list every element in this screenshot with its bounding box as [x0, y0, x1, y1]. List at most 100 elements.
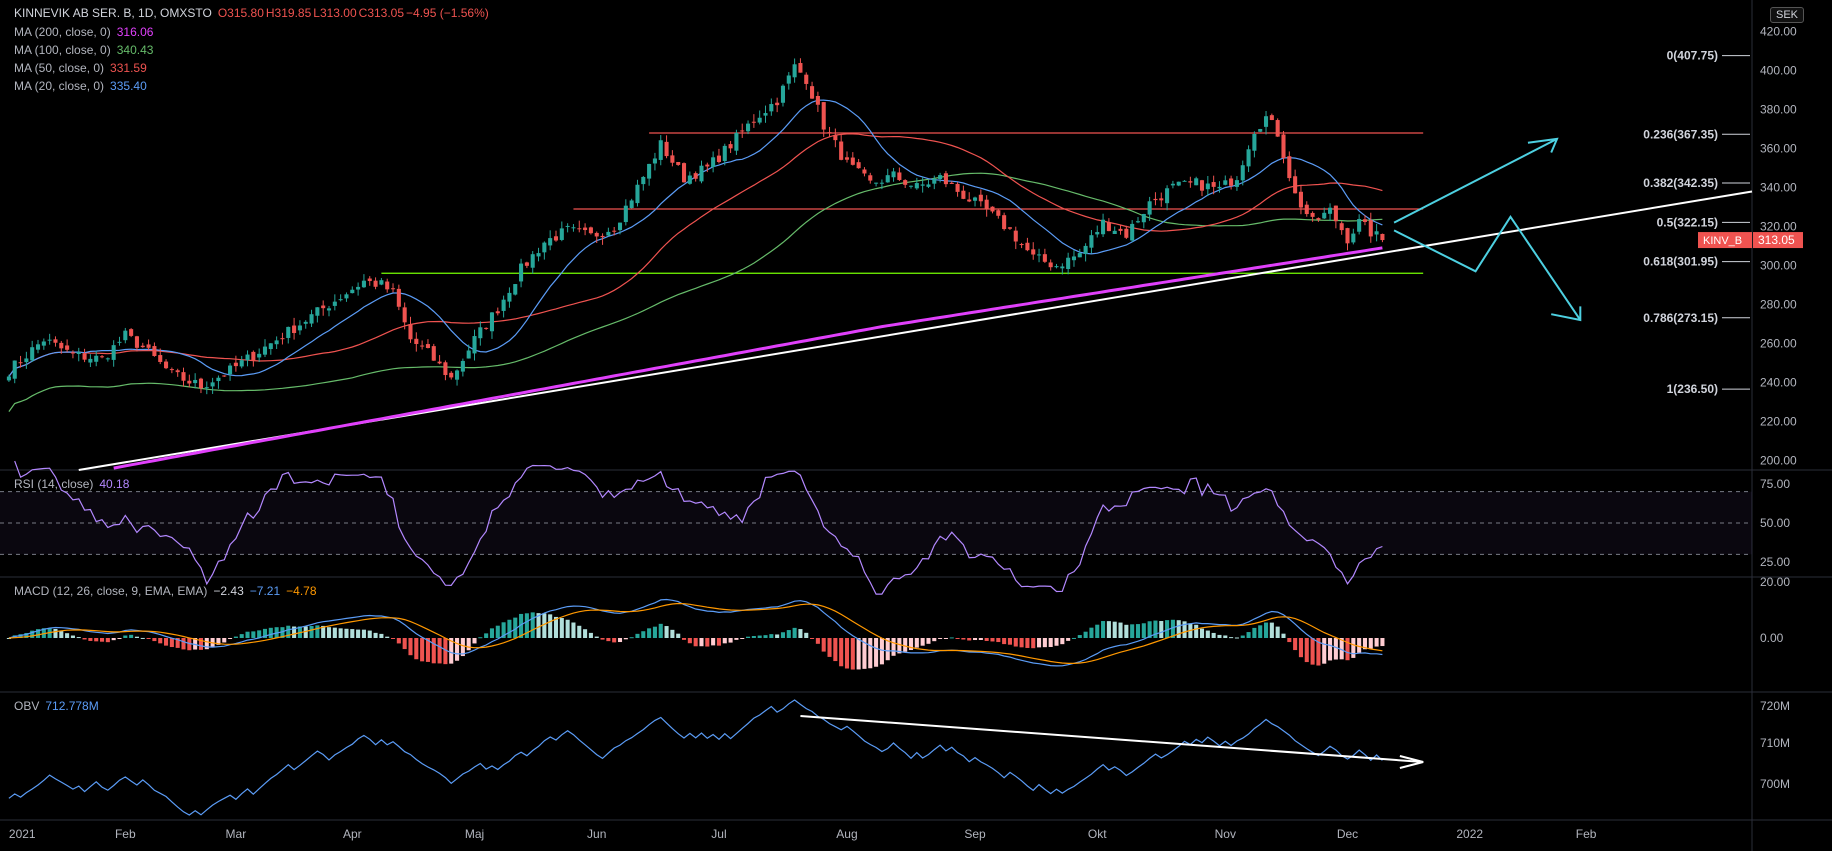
obv-arrow-head: [1399, 755, 1424, 769]
obv-label: OBV: [14, 699, 40, 713]
candle-body: [635, 184, 640, 204]
price-tick-label: 300.00: [1760, 258, 1797, 272]
macd-histogram-bar: [972, 638, 978, 641]
candle-body: [1199, 180, 1205, 191]
price-tick-label: 320.00: [1760, 220, 1797, 234]
candle-body: [169, 369, 174, 371]
candle-body: [495, 311, 500, 314]
candle-body: [874, 182, 879, 184]
candle-body: [396, 288, 401, 307]
candle-body: [629, 200, 634, 209]
candle-body: [390, 288, 396, 290]
macd-histogram-bar: [1182, 621, 1187, 638]
macd-histogram-bar: [390, 638, 396, 639]
macd-histogram-bar: [821, 638, 826, 652]
macd-histogram-bar: [978, 638, 983, 640]
fib-level-label: 0(407.75): [1667, 49, 1718, 63]
candle-body: [12, 360, 17, 379]
price-tick-label: 220.00: [1760, 414, 1797, 428]
macd-histogram-bar: [623, 638, 628, 640]
macd-histogram-bar: [431, 638, 436, 664]
candle-body: [821, 102, 826, 130]
macd-histogram-bar: [1229, 637, 1234, 639]
candle-body: [1304, 204, 1309, 215]
ma50-legend[interactable]: MA (50, close, 0) 331.59: [14, 61, 153, 76]
macd-legend[interactable]: MACD (12, 26, close, 9, EMA, EMA) −2.43 −7…: [14, 584, 323, 599]
currency-button[interactable]: SEK: [1770, 7, 1805, 23]
candle-body: [41, 341, 46, 346]
macd-histogram-bar: [99, 638, 105, 642]
price-axis[interactable]: 200.00 220.00 240.00 260.00 280.00 300.00 320.…: [1698, 25, 1803, 468]
candle-body: [123, 330, 128, 341]
candle-body: [775, 102, 780, 106]
macd-histogram-bar: [425, 638, 430, 662]
candle-body: [134, 336, 139, 348]
candle-body: [693, 173, 698, 179]
macd-histogram-bar: [309, 626, 314, 638]
ma200-legend[interactable]: MA (200, close, 0) 316.06: [14, 25, 159, 40]
macd-histogram-bar: [746, 636, 751, 638]
rsi-line: [14, 460, 1383, 595]
macd-histogram-bar: [670, 629, 675, 638]
ma20-label: MA (20, close, 0): [14, 79, 105, 93]
candlesticks: [6, 58, 1385, 395]
macd-histogram-bar: [326, 627, 332, 638]
macd-histogram-bar: [810, 638, 815, 639]
macd-histogram-bar: [908, 638, 914, 651]
rsi-legend[interactable]: RSI (14, close) 40.18: [14, 477, 135, 492]
candle-body: [658, 140, 663, 160]
macd-histogram-bar: [198, 638, 204, 650]
candle-body: [647, 163, 652, 179]
candle-body: [82, 353, 87, 360]
macd-histogram-bar: [1368, 638, 1373, 649]
candle-body: [233, 362, 238, 367]
ma100-legend[interactable]: MA (100, close, 0) 340.43: [14, 43, 159, 58]
macd-histogram-bar: [460, 638, 465, 657]
candle-body: [105, 358, 110, 360]
candle-body: [53, 339, 58, 343]
candle-body: [268, 343, 273, 350]
macd-histogram-bar: [1147, 621, 1152, 638]
macd-histogram-bar: [1322, 638, 1327, 664]
ohlc-close: C313.05: [358, 6, 405, 20]
macd-histogram-bar: [1293, 638, 1298, 651]
macd-histogram-bar: [152, 638, 157, 642]
macd-histogram-bar: [257, 630, 262, 638]
macd-histogram-bar: [146, 638, 151, 639]
macd-histogram-bar: [1345, 638, 1350, 661]
ma50-line: [8, 133, 1383, 377]
time-axis[interactable]: 2021 Feb Mar Apr Maj Jun Jul Aug Sep Okt Nov Dec 202…: [9, 827, 1597, 841]
candle-body: [652, 158, 657, 164]
macd-histogram-bar: [850, 638, 855, 670]
macd-histogram-bar: [664, 626, 669, 638]
macd-histogram-bar: [1211, 632, 1216, 638]
macd-histogram-bar: [1269, 622, 1274, 638]
macd-histogram-bar: [565, 619, 570, 638]
candle-body: [158, 355, 163, 362]
fib-level-label: 0.618(301.95): [1643, 255, 1718, 269]
candle-body: [786, 75, 791, 84]
macd-histogram-bar: [961, 638, 966, 640]
candle-body: [228, 365, 233, 375]
candle-body: [990, 206, 995, 212]
macd-histogram-bar: [722, 638, 727, 644]
candle-body: [897, 172, 902, 180]
macd-histogram-bar: [734, 638, 739, 640]
obv-legend[interactable]: OBV 712.778M: [14, 699, 105, 714]
ma20-value: 335.40: [110, 79, 147, 93]
candle-body: [1054, 266, 1059, 268]
macd-histogram-bar: [1199, 628, 1205, 638]
macd-histogram-bar: [635, 633, 640, 638]
macd-histogram-bar: [1031, 638, 1036, 649]
candle-body: [815, 96, 820, 105]
macd-histogram-bar: [420, 638, 425, 662]
candle-body: [1089, 235, 1094, 248]
candle-body: [65, 345, 70, 350]
candle-body: [757, 117, 762, 123]
obv-tick-label: 710M: [1760, 736, 1790, 750]
candle-body: [722, 145, 727, 162]
ma20-legend[interactable]: MA (20, close, 0) 335.40: [14, 79, 153, 94]
macd-histogram-bar: [559, 618, 564, 638]
macd-histogram-bar: [751, 636, 756, 638]
